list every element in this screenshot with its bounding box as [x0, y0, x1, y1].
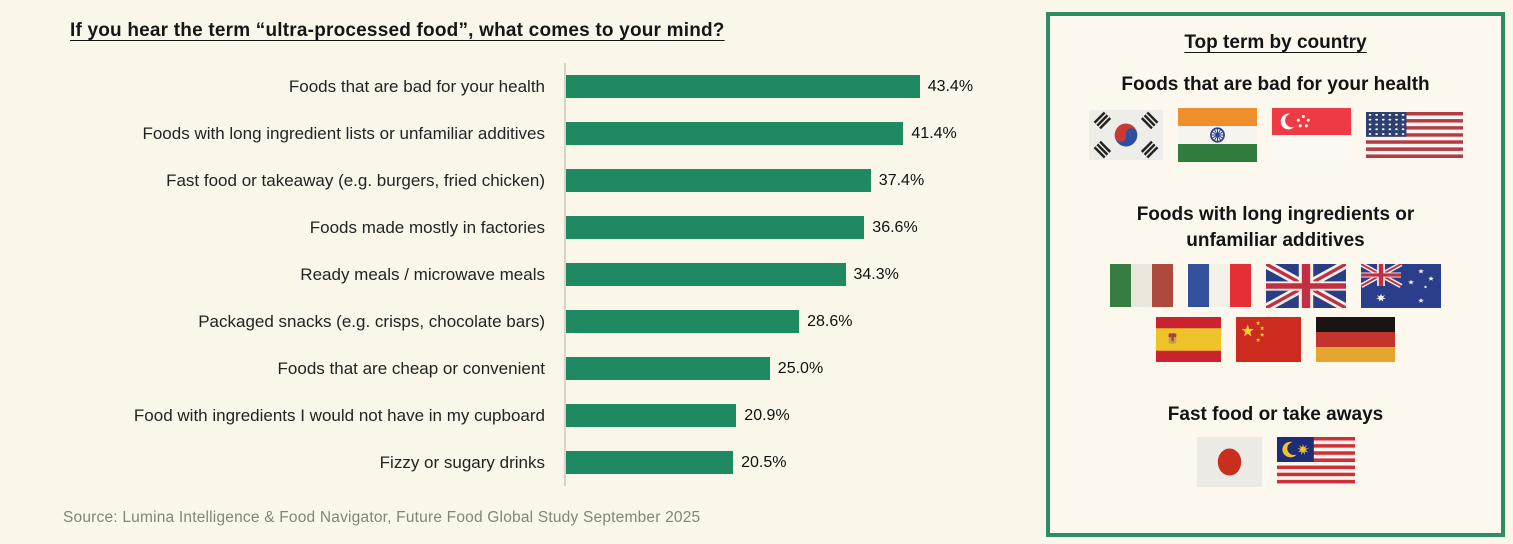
value-label: 34.3%: [853, 265, 899, 283]
flag-row: [1050, 437, 1501, 488]
category-label: Packaged snacks (e.g. crisps, chocolate …: [198, 311, 545, 331]
panel-title: Top term by country: [1184, 32, 1367, 53]
malaysia-flag-icon: [1276, 437, 1355, 488]
bar: [566, 169, 871, 192]
italy-flag-icon: [1110, 264, 1173, 308]
panel-section: Foods that are bad for your health: [1050, 72, 1501, 162]
bar: [566, 263, 846, 286]
australia-flag-icon: [1361, 263, 1441, 308]
spain-flag-icon: [1156, 316, 1221, 362]
bar: [566, 404, 737, 427]
germany-flag-icon: [1316, 316, 1395, 362]
china-flag-icon: [1236, 316, 1301, 362]
bar: [566, 122, 904, 145]
chart-rows: Foods that are bad for your health 43.4% F…: [28, 63, 1018, 486]
category-label: Foods that are bad for your health: [288, 76, 545, 96]
value-label: 41.4%: [911, 124, 957, 142]
bar-track: 36.6%: [564, 204, 1018, 251]
chart-row: Foods that are bad for your health 43.4%: [28, 63, 1018, 110]
chart-row: Foods with long ingredient lists or unfa…: [28, 110, 1018, 157]
panel-section: Foods with long ingredients or unfamilia…: [1050, 202, 1501, 362]
bar-track: 34.3%: [564, 251, 1018, 298]
panel-sections: Foods that are bad for your health Foods…: [1050, 72, 1501, 488]
france-flag-icon: [1188, 264, 1251, 308]
value-label: 43.4%: [927, 77, 974, 95]
india-flag-icon: [1177, 107, 1257, 162]
bar-track: 20.9%: [564, 392, 1018, 439]
value-label: 25.0%: [777, 359, 824, 377]
section-heading: Foods with long ingredients or unfamilia…: [1136, 203, 1415, 252]
value-label: 20.9%: [744, 406, 790, 424]
flag-row: [1050, 107, 1501, 162]
chart-row: Fast food or takeaway (e.g. burgers, fri…: [28, 157, 1018, 204]
bar-track: 25.0%: [564, 345, 1018, 392]
bar: [566, 357, 770, 380]
bar: [566, 216, 865, 239]
chart-row: Food with ingredients I would not have i…: [28, 392, 1018, 439]
chart-row: Packaged snacks (e.g. crisps, chocolate …: [28, 298, 1018, 345]
bar-track: 28.6%: [564, 298, 1018, 345]
value-label: 28.6%: [807, 312, 853, 330]
bar-track: 41.4%: [564, 110, 1018, 157]
section-heading: Fast food or take aways: [1167, 403, 1384, 425]
singapore-flag-icon: [1271, 107, 1351, 162]
chart-row: Foods that are cheap or convenient 25.0%: [28, 345, 1018, 392]
bar-track: 37.4%: [564, 157, 1018, 204]
bar: [566, 451, 734, 474]
category-label: Fizzy or sugary drinks: [379, 452, 545, 472]
flag-row: [1050, 316, 1501, 362]
value-label: 37.4%: [878, 171, 925, 189]
value-label: 36.6%: [872, 218, 918, 236]
bar-track: 43.4%: [564, 63, 1018, 110]
usa-flag-icon: [1365, 111, 1463, 158]
chart-row: Foods made mostly in factories 36.6%: [28, 204, 1018, 251]
japan-flag-icon: [1196, 437, 1262, 488]
category-label: Foods that are cheap or convenient: [277, 358, 545, 378]
value-label: 20.5%: [741, 453, 787, 471]
category-label: Fast food or takeaway (e.g. burgers, fri…: [166, 170, 545, 190]
flag-row: [1050, 263, 1501, 308]
top-term-panel: Top term by country Foods that are bad f…: [1046, 12, 1505, 537]
category-label: Food with ingredients I would not have i…: [133, 405, 545, 425]
category-label: Ready meals / microwave meals: [300, 264, 545, 284]
south-korea-flag-icon: [1088, 109, 1163, 160]
source-note: Source: Lumina Intelligence & Food Navig…: [63, 509, 701, 526]
section-heading: Foods that are bad for your health: [1121, 74, 1430, 95]
panel-section: Fast food or take aways: [1050, 402, 1501, 488]
united-kingdom-flag-icon: [1266, 263, 1346, 308]
chart-title: If you hear the term “ultra-processed fo…: [70, 20, 725, 41]
chart-row: Ready meals / microwave meals 34.3%: [28, 251, 1018, 298]
bar-track: 20.5%: [564, 439, 1018, 486]
category-label: Foods with long ingredient lists or unfa…: [142, 123, 545, 143]
category-label: Foods made mostly in factories: [309, 217, 545, 237]
chart-row: Fizzy or sugary drinks 20.5%: [28, 439, 1018, 486]
bar: [566, 310, 800, 333]
bar: [566, 75, 920, 98]
